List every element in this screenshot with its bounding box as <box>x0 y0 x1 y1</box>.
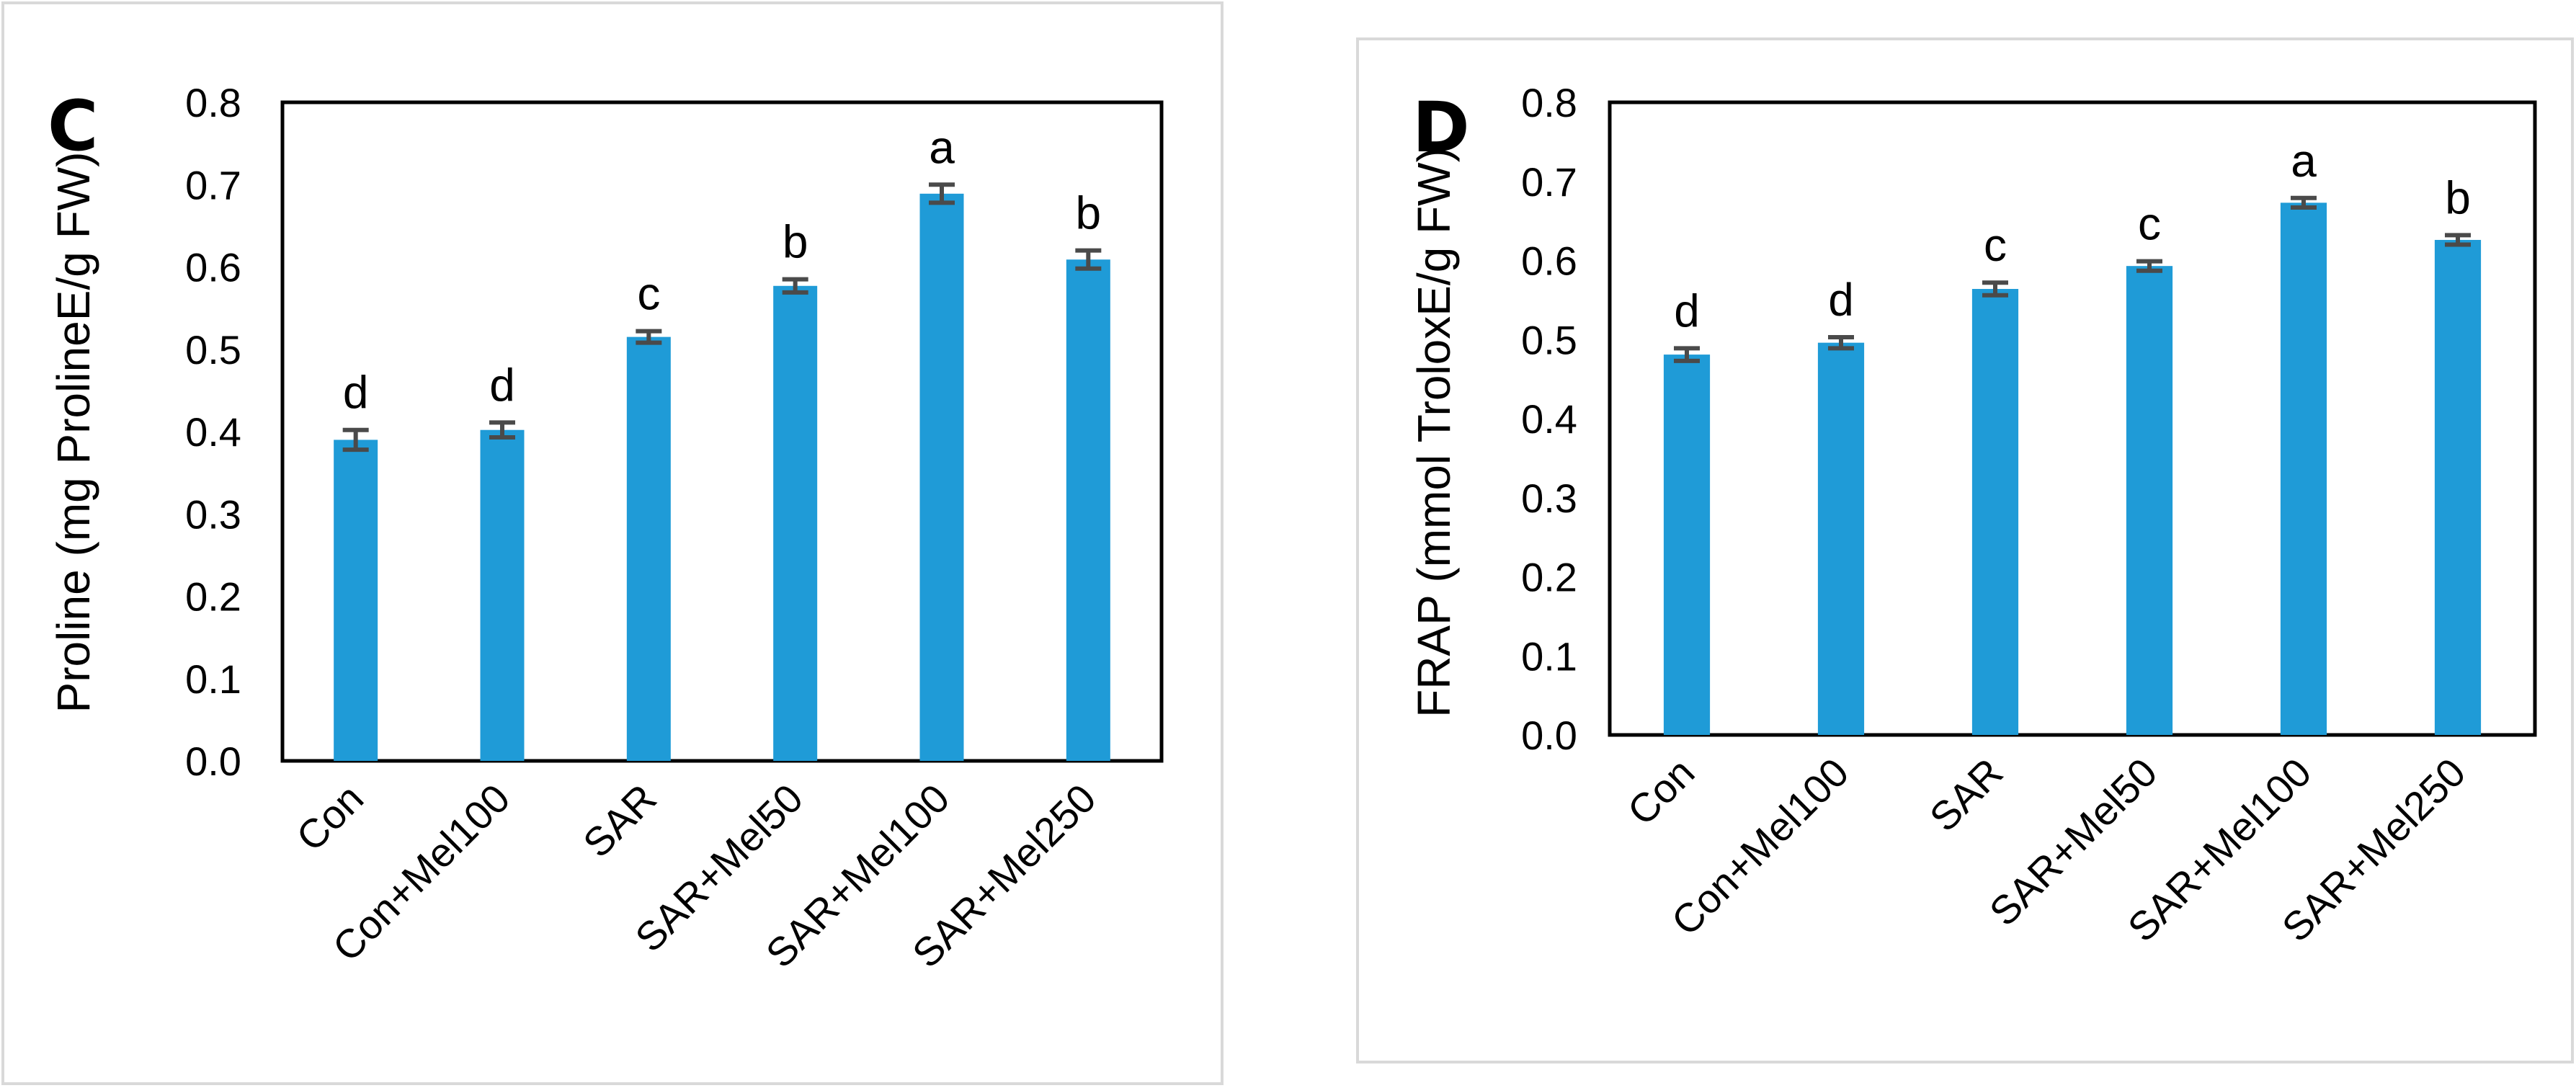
panel-c-bars <box>334 193 1110 762</box>
bar-sar <box>626 336 671 761</box>
y-tick-label: 0.3 <box>185 491 241 537</box>
panel-d-error-bars <box>1674 195 2471 363</box>
panel-c-plot-area <box>280 100 1164 763</box>
panel-d-bars <box>1663 202 2482 736</box>
error-bar <box>929 182 955 205</box>
bar-con-plus-mel100 <box>1817 342 1865 735</box>
y-tick-label: 0.1 <box>1521 633 1577 679</box>
significance-label: d <box>1828 274 1854 326</box>
y-tick-label: 0.2 <box>185 574 241 620</box>
panel-c-error-bars <box>342 182 1102 452</box>
error-bar <box>2136 259 2162 273</box>
bar-sar-plus-mel250 <box>2434 239 2482 736</box>
bar-sar-plus-mel250 <box>1066 259 1110 761</box>
panel-d-plot-area <box>1608 100 2537 737</box>
y-tick-label: 0.4 <box>1521 396 1577 442</box>
bar-con <box>1663 355 1711 735</box>
bar-con <box>334 440 378 761</box>
y-tick-label: 0.2 <box>1521 555 1577 600</box>
panel-c: C Proline (mg ProlineE/g FW) 0.00.10.20.… <box>1 1 1224 1085</box>
y-tick-label: 0.1 <box>185 656 241 702</box>
bar-sar <box>1971 289 2019 735</box>
y-tick-label: 0.0 <box>185 739 241 784</box>
error-bar <box>636 329 662 345</box>
y-tick-label: 0.6 <box>1521 238 1577 284</box>
panel-d-y-axis-title: FRAP (mmol TroloxE/g FW) <box>1408 147 1460 718</box>
error-bar <box>1674 346 1700 363</box>
panel-c-y-axis-title: Proline (mg ProlineE/g FW) <box>48 152 99 713</box>
panel-d-letter: D <box>1412 87 1470 168</box>
error-bar <box>1075 248 1102 271</box>
panel-c-y-ticks: 0.0 0.1 0.2 0.3 0.4 0.5 0.6 0.7 0.8 <box>185 80 241 784</box>
significance-label: d <box>489 359 515 411</box>
panel-c-significance-labels: d d c b a b <box>343 121 1101 418</box>
significance-label: d <box>1674 285 1700 336</box>
error-bar <box>782 277 808 295</box>
y-tick-label: 0.3 <box>1521 476 1577 521</box>
y-tick-label: 0.8 <box>185 80 241 125</box>
y-tick-label: 0.8 <box>1521 80 1577 125</box>
error-bar <box>1828 334 1854 351</box>
error-bar <box>489 420 515 440</box>
error-bar <box>1982 280 2008 298</box>
panel-d: D FRAP (mmol TroloxE/g FW) 0.00.10.20.30… <box>1356 37 2574 1064</box>
y-tick-label: 0.7 <box>185 162 241 208</box>
significance-label: c <box>637 268 660 320</box>
y-tick-label: 0.7 <box>1521 159 1577 205</box>
panel-d-y-ticks: 0.0 0.1 0.2 0.3 0.4 0.5 0.6 0.7 0.8 <box>1521 80 1577 758</box>
significance-label: a <box>2291 135 2317 187</box>
error-bar <box>2291 195 2317 210</box>
significance-label: b <box>783 216 808 268</box>
significance-label: d <box>343 367 369 419</box>
bar-con-plus-mel100 <box>480 429 525 761</box>
y-tick-label: 0.4 <box>185 409 241 455</box>
error-bar <box>342 427 369 452</box>
y-tick-label: 0.6 <box>185 245 241 290</box>
y-tick-label: 0.0 <box>1521 713 1577 758</box>
bar-sar-plus-mel100 <box>919 193 964 761</box>
bar-sar-plus-mel50 <box>2126 266 2173 735</box>
bar-sar-plus-mel50 <box>773 285 818 762</box>
significance-label: c <box>2138 198 2161 250</box>
significance-label: c <box>1984 219 2007 271</box>
panel-d-significance-labels: d d c c a b <box>1674 135 2471 337</box>
y-tick-label: 0.5 <box>1521 317 1577 362</box>
significance-label: b <box>1076 187 1102 239</box>
bar-sar-plus-mel100 <box>2280 202 2327 735</box>
significance-label: b <box>2445 171 2471 223</box>
panel-c-letter: C <box>48 86 98 166</box>
error-bar <box>2445 233 2471 247</box>
y-tick-label: 0.5 <box>185 327 241 373</box>
significance-label: a <box>929 121 955 173</box>
